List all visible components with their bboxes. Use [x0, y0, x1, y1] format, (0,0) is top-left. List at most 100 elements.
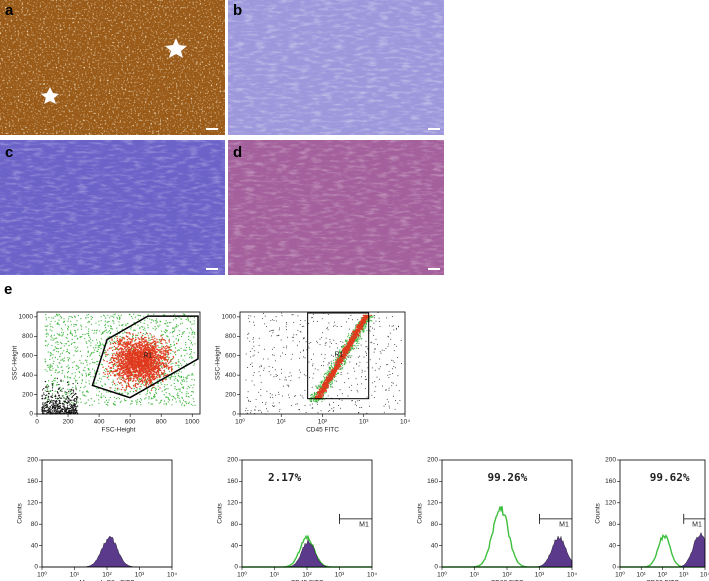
event-dot: [72, 402, 74, 404]
event-dot: [141, 373, 143, 375]
event-dot: [45, 386, 47, 388]
event-dot: [181, 402, 183, 404]
event-dot: [108, 372, 111, 375]
event-dot: [166, 345, 168, 347]
event-dot: [73, 325, 75, 327]
event-dot: [46, 370, 48, 372]
event-dot: [126, 392, 128, 394]
event-dot: [63, 410, 66, 412]
event-dot: [80, 324, 82, 326]
event-dot: [171, 332, 174, 334]
event-dot: [107, 336, 109, 338]
event-dot: [388, 370, 390, 372]
event-dot: [124, 359, 126, 361]
event-dot: [127, 359, 129, 361]
event-dot: [331, 381, 333, 383]
event-dot: [373, 334, 375, 336]
event-dot: [374, 381, 376, 383]
event-dot: [104, 373, 106, 375]
event-dot: [247, 391, 249, 393]
event-dot: [156, 382, 159, 384]
event-dot: [325, 342, 327, 344]
event-dot: [340, 367, 342, 369]
event-dot: [45, 328, 47, 330]
event-dot: [60, 327, 63, 329]
event-dot: [61, 395, 64, 397]
event-dot: [47, 366, 49, 368]
event-dot: [49, 365, 51, 367]
event-dot: [327, 364, 329, 366]
event-dot: [54, 369, 57, 371]
event-dot: [153, 347, 155, 350]
event-dot: [374, 348, 376, 349]
event-dot: [373, 343, 375, 344]
event-dot: [160, 366, 162, 368]
event-dot: [187, 318, 189, 320]
event-dot: [361, 383, 363, 385]
event-dot: [320, 353, 322, 355]
event-dot: [81, 355, 83, 357]
event-dot: [107, 321, 109, 323]
event-dot: [118, 340, 120, 343]
event-dot: [191, 344, 193, 346]
event-dot: [333, 401, 335, 403]
event-dot: [91, 404, 93, 406]
event-dot: [47, 364, 49, 366]
event-dot: [110, 327, 112, 329]
event-dot: [72, 386, 74, 389]
event-dot: [361, 371, 363, 373]
event-dot: [134, 354, 136, 356]
event-dot: [173, 397, 175, 399]
event-dot: [158, 346, 160, 348]
event-dot: [146, 346, 148, 349]
event-dot: [271, 329, 273, 331]
event-dot: [293, 334, 295, 336]
event-dot: [352, 319, 354, 321]
event-dot: [136, 377, 139, 379]
scale-bar: [428, 128, 440, 130]
event-dot: [95, 322, 97, 324]
event-dot: [121, 360, 123, 363]
event-dot: [58, 405, 60, 408]
event-dot: [117, 365, 120, 367]
event-dot: [79, 359, 81, 361]
event-dot: [135, 400, 137, 402]
event-dot: [331, 354, 333, 356]
event-dot: [53, 377, 56, 379]
event-dot: [147, 379, 149, 381]
event-dot: [71, 334, 73, 336]
event-dot: [391, 359, 393, 361]
event-dot: [76, 399, 78, 401]
event-dot: [94, 373, 96, 375]
event-dot: [73, 354, 75, 356]
event-dot: [187, 374, 189, 376]
event-dot: [357, 356, 359, 358]
event-dot: [120, 367, 123, 370]
event-dot: [173, 341, 175, 343]
event-dot: [150, 398, 152, 400]
event-dot: [118, 388, 120, 390]
event-dot: [154, 396, 156, 398]
event-dot: [64, 324, 67, 326]
event-dot: [86, 374, 88, 376]
event-dot: [357, 391, 359, 393]
event-dot: [348, 357, 350, 358]
event-dot: [167, 365, 169, 367]
event-dot: [137, 332, 139, 334]
event-dot: [162, 375, 165, 377]
event-dot: [98, 399, 100, 401]
event-dot: [86, 359, 88, 361]
event-dot: [327, 410, 329, 412]
event-dot: [63, 406, 65, 408]
event-dot: [50, 325, 52, 328]
event-dot: [129, 361, 131, 363]
event-dot: [180, 371, 182, 373]
event-dot: [278, 410, 280, 412]
event-dot: [118, 377, 120, 379]
event-dot: [160, 382, 162, 384]
event-dot: [144, 361, 146, 363]
event-dot: [154, 326, 156, 328]
event-dot: [324, 342, 326, 344]
event-dot: [155, 391, 157, 393]
event-dot: [85, 395, 87, 397]
